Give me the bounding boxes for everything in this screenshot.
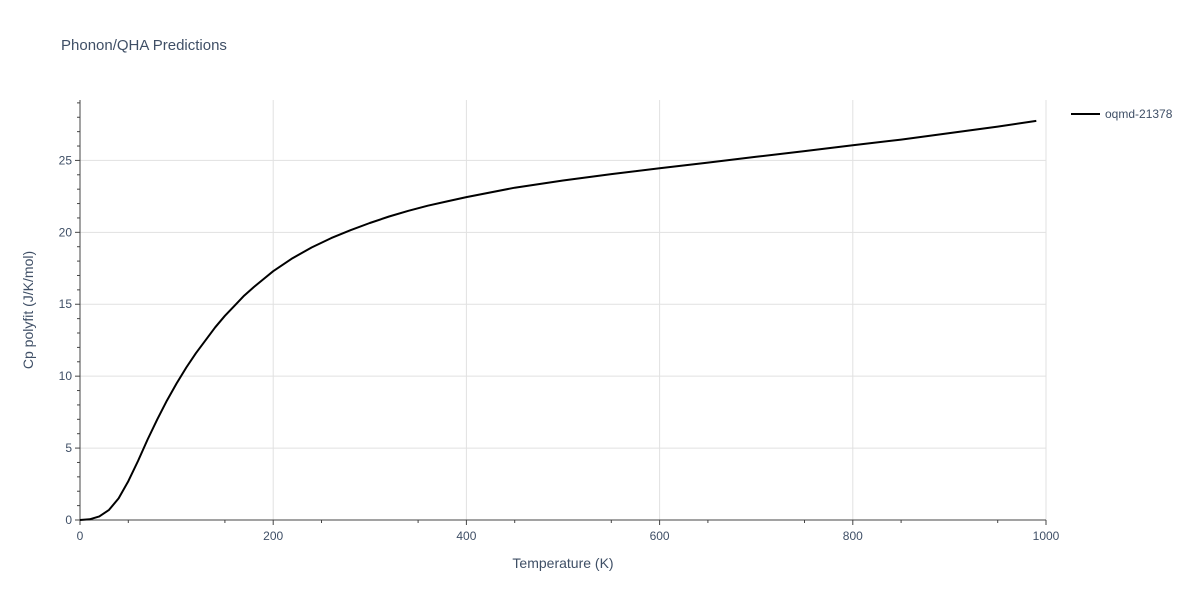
series-line [79, 119, 1037, 521]
y-axis-title: Cp polyfit (J/K/mol) [20, 251, 36, 369]
grid-layer [80, 100, 1047, 520]
axes-layer [79, 100, 1046, 521]
x-tick-label: 200 [263, 529, 283, 543]
y-tick-label: 5 [65, 441, 72, 455]
x-tick-label: 600 [650, 529, 670, 543]
x-tick-label: 800 [843, 529, 863, 543]
legend-label[interactable]: oqmd-21378 [1105, 107, 1173, 121]
x-axis-title: Temperature (K) [512, 555, 613, 571]
x-tick-label: 0 [77, 529, 84, 543]
ticks-layer: 0 200 400 600 800 1000 0 5 10 15 20 25 [59, 102, 1060, 543]
series-layer [79, 119, 1037, 521]
y-tick-label: 15 [59, 297, 73, 311]
y-tick-label: 20 [59, 225, 73, 239]
chart-title: Phonon/QHA Predictions [61, 37, 227, 54]
y-tick-label: 0 [65, 513, 72, 527]
x-tick-label: 400 [456, 529, 476, 543]
legend[interactable]: oqmd-21378 [1071, 107, 1173, 121]
x-tick-label: 1000 [1033, 529, 1060, 543]
y-tick-label: 25 [59, 153, 73, 167]
y-tick-label: 10 [59, 369, 73, 383]
